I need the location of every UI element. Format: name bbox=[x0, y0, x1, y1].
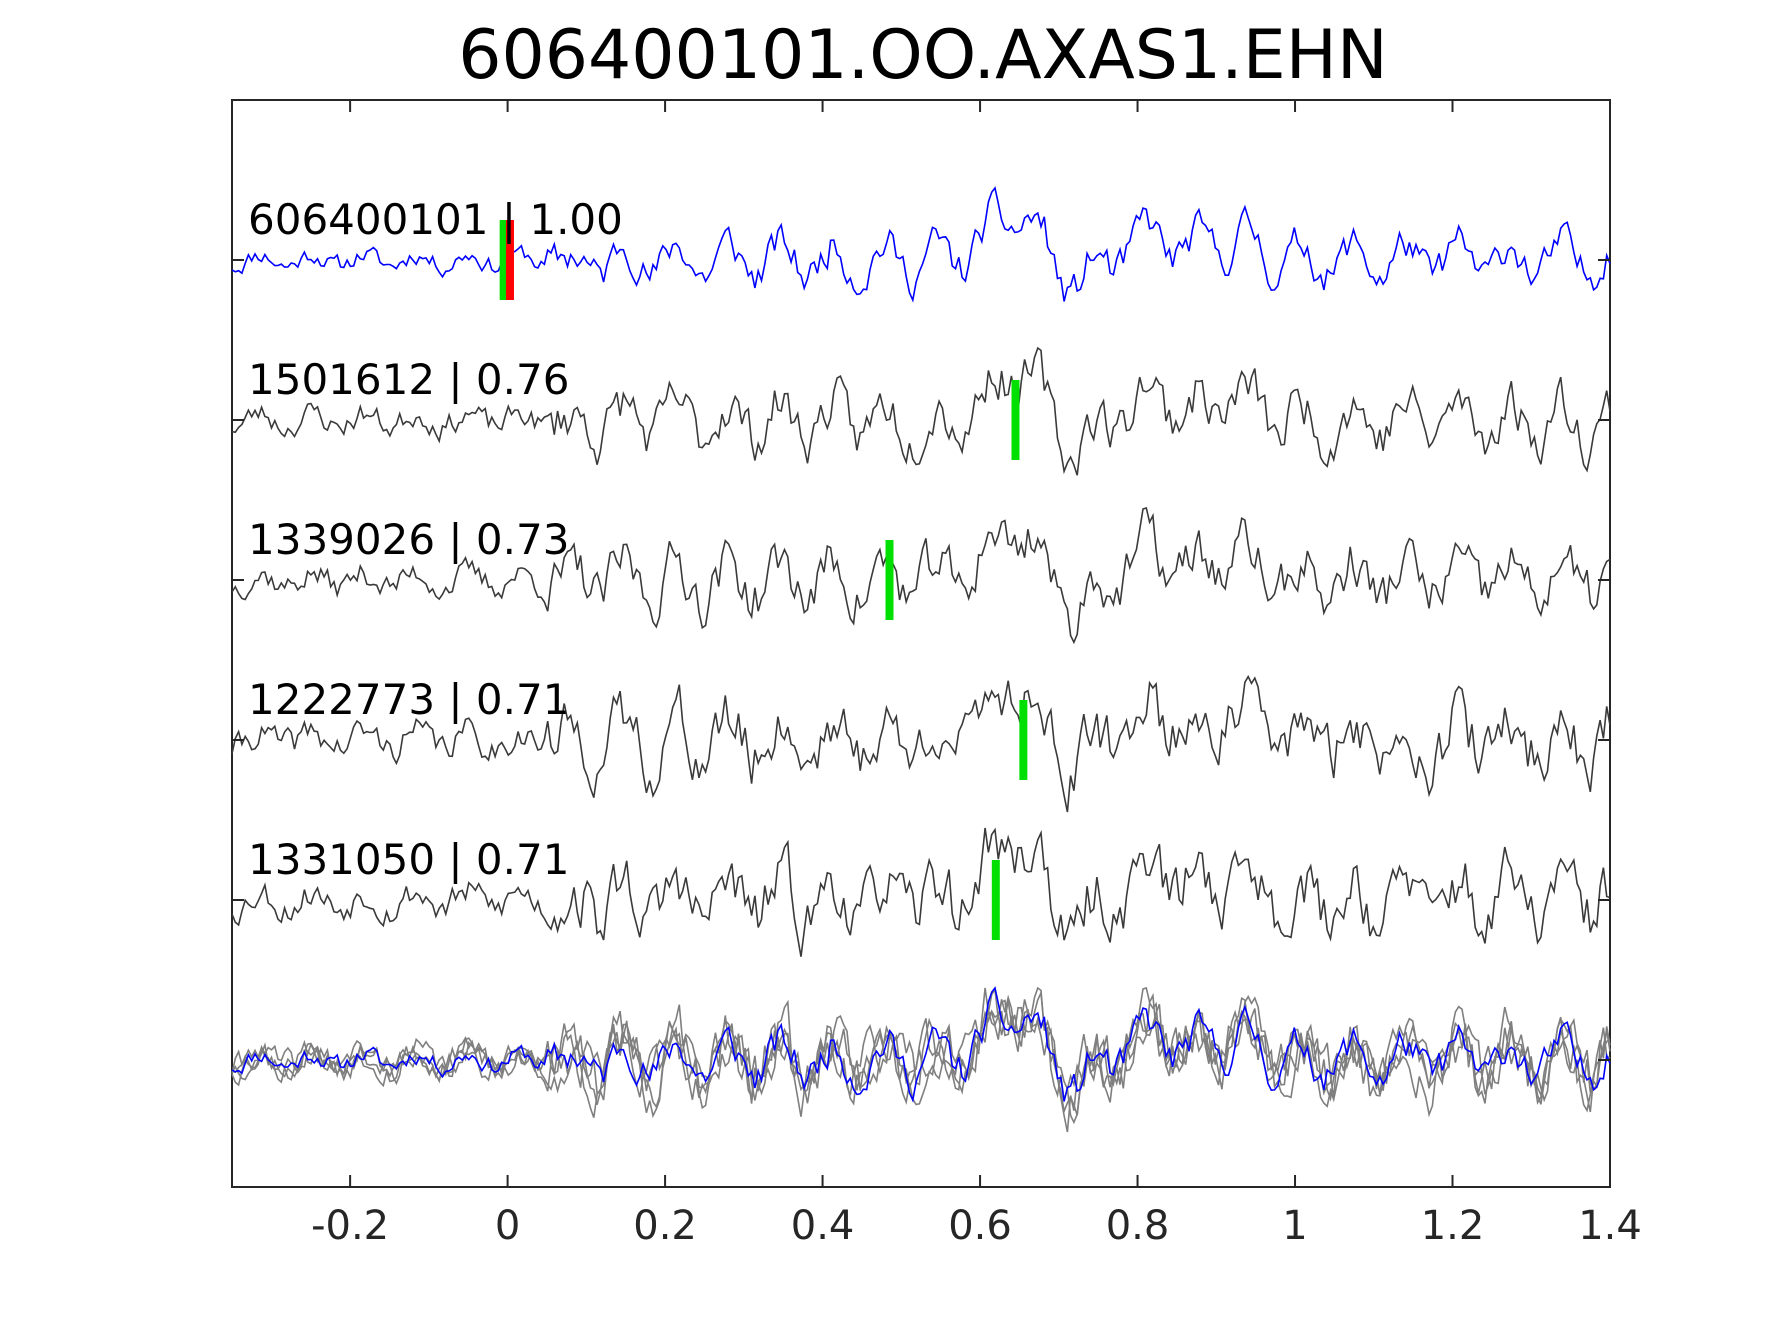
chart-title: 606400101.OO.AXAS1.EHN bbox=[458, 16, 1388, 95]
trace-label: 1339026 | 0.73 bbox=[248, 515, 569, 564]
trace-line bbox=[231, 506, 1611, 645]
trace-label: 1222773 | 0.71 bbox=[248, 675, 569, 724]
x-axis: -0.2 0 0.2 0.4 0.6 0.8 1 1.2 1.4 bbox=[311, 100, 1642, 1249]
stacked-overlay bbox=[231, 986, 1611, 1133]
trace-labels: 606400101 | 1.00 1501612 | 0.76 1339026 | … bbox=[248, 195, 623, 884]
trace-line bbox=[231, 827, 1611, 957]
stacked-trace-line bbox=[231, 986, 1611, 1103]
trace-label: 1501612 | 0.76 bbox=[248, 355, 569, 404]
trace-line bbox=[231, 346, 1611, 476]
x-tick-label: -0.2 bbox=[311, 1203, 389, 1249]
stacked-trace-line bbox=[231, 986, 1611, 1125]
trace-label: 1331050 | 0.71 bbox=[248, 835, 569, 884]
trace-line bbox=[231, 186, 1611, 303]
x-tick-label: 0.8 bbox=[1106, 1203, 1170, 1249]
x-tick-label: 0.4 bbox=[791, 1203, 855, 1249]
stacked-trace-line bbox=[231, 986, 1611, 1116]
x-tick-label: 0.2 bbox=[633, 1203, 697, 1249]
trace-line bbox=[231, 674, 1611, 813]
plot-frame bbox=[231, 99, 1611, 1188]
trace-label: 606400101 | 1.00 bbox=[248, 195, 623, 244]
x-tick-label: 0.6 bbox=[948, 1203, 1012, 1249]
x-tick-label: 1 bbox=[1282, 1203, 1307, 1249]
trace-group bbox=[231, 186, 1611, 957]
x-tick-label: 0 bbox=[495, 1203, 520, 1249]
x-tick-label: 1.2 bbox=[1421, 1203, 1485, 1249]
x-tick-label: 1.4 bbox=[1578, 1203, 1642, 1249]
